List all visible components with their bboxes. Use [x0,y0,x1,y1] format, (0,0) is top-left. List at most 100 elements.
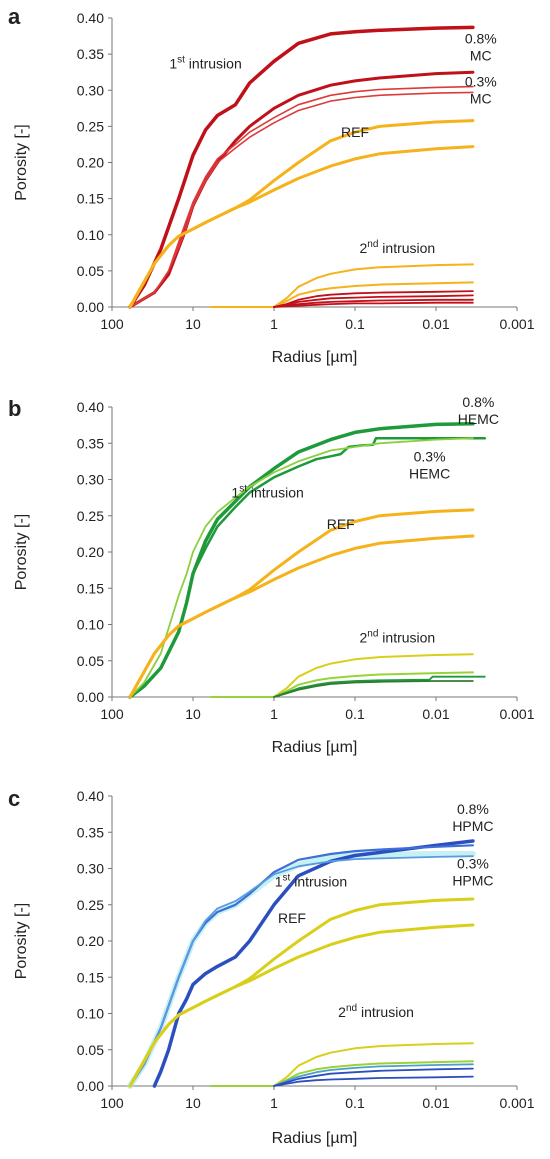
y-tick-label: 0.15 [77,969,104,985]
y-tick-label: 0.10 [77,227,104,243]
series-line [273,675,486,698]
annotation-low: 0.3% MC [465,74,497,107]
x-tick-label: 0.01 [422,1095,449,1111]
x-tick-label: 0.01 [422,706,449,722]
x-tick-label: 0.1 [345,706,365,722]
y-axis-label: Porosity [-] [13,124,30,200]
series-line [273,680,474,698]
y-tick-label: 0.15 [77,580,104,596]
annotation-text: intrusion [378,630,435,646]
series-line [273,1063,474,1087]
annotation-number: 1 [231,485,239,501]
annotation-superscript: st [177,55,185,66]
y-tick-label: 0.25 [77,897,104,913]
annotation-high: 0.8% MC [465,30,497,63]
series-line [128,923,475,1088]
y-tick-label: 0.20 [77,544,104,560]
panel-b: b0.000.050.100.150.200.250.300.350.40100… [8,394,535,756]
x-tick-label: 100 [100,316,124,332]
x-tick-label: 1 [270,706,278,722]
annotation-line: 0.3% [465,74,497,90]
series-line [273,1067,474,1087]
annotation-superscript: nd [346,1003,357,1014]
y-tick-label: 0.35 [77,46,104,62]
annotation-line: 0.3% [414,448,446,464]
series-line [273,301,474,308]
y-tick-label: 0.30 [77,82,104,98]
y-tick-label: 0.00 [77,1078,104,1094]
annotation-line: MC [470,47,492,63]
annotation-high: 0.8% HPMC [452,801,493,834]
annotation-text: intrusion [247,485,304,501]
series-group [128,25,475,309]
x-tick-label: 0.001 [499,316,534,332]
annotation-first: 1st intrusion [275,873,347,890]
series-line [210,281,474,308]
x-axis-label: Radius [µm] [272,349,358,366]
series-line [273,298,474,308]
series-line [128,25,475,309]
annotation-ref: REF [341,124,369,140]
annotation-ref: REF [327,516,355,532]
annotation-second: 2nd intrusion [338,1003,414,1020]
annotation-ref: REF [278,910,306,926]
x-axis-label: Radius [µm] [272,1130,358,1147]
y-tick-label: 0.25 [77,118,104,134]
x-tick-label: 0.001 [499,1095,534,1111]
series-line [128,145,475,309]
x-tick-label: 0.01 [422,316,449,332]
y-tick-label: 0.10 [77,1006,104,1022]
annotation-superscript: st [239,484,247,495]
annotation-number: 2 [338,1004,346,1020]
y-tick-label: 0.00 [77,689,104,705]
annotation-text: intrusion [357,1004,414,1020]
series-line [273,290,474,308]
x-tick-label: 1 [270,1095,278,1111]
y-tick-label: 0.20 [77,933,104,949]
series-line [129,91,474,308]
annotation-text: intrusion [290,874,347,890]
annotation-first: 1st intrusion [169,55,241,72]
annotation-superscript: nd [367,629,378,640]
series-line [129,855,474,1087]
x-tick-label: 0.1 [345,316,365,332]
y-tick-label: 0.20 [77,155,104,171]
y-tick-label: 0.10 [77,617,104,633]
annotation-line: HPMC [452,818,493,834]
annotation-number: 2 [359,240,367,256]
annotation-line: 0.8% [465,30,497,46]
y-tick-label: 0.40 [77,788,104,804]
series-group [127,839,476,1089]
annotation-line: 0.8% [462,394,494,410]
y-tick-label: 0.30 [77,472,104,488]
series-group [128,421,487,699]
series-line [273,1075,474,1087]
series-line [128,534,475,699]
x-tick-label: 10 [185,1095,201,1111]
panel-letter: b [8,396,21,421]
y-tick-label: 0.30 [77,861,104,877]
y-tick-label: 0.05 [77,263,104,279]
annotation-second: 2nd intrusion [359,629,435,646]
series-line [128,508,475,699]
x-tick-label: 0.1 [345,1095,365,1111]
annotation-number: 1 [275,874,283,890]
y-tick-label: 0.40 [77,399,104,415]
annotation-text: intrusion [378,240,435,256]
x-tick-label: 10 [185,316,201,332]
y-axis-label: Porosity [-] [13,903,30,979]
y-tick-label: 0.05 [77,653,104,669]
annotation-high: 0.8% HEMC [458,394,499,427]
panel-a: a0.000.050.100.150.200.250.300.350.40100… [8,4,535,366]
panel-letter: a [8,4,21,29]
annotation-line: HEMC [409,465,450,481]
annotation-superscript: nd [367,239,378,250]
series-line [129,85,474,308]
panel-letter: c [8,786,20,811]
x-tick-label: 10 [185,706,201,722]
series-line [152,839,475,1088]
annotation-low: 0.3% HEMC [409,448,450,481]
y-axis-label: Porosity [-] [13,514,30,590]
annotation-line: MC [470,91,492,107]
